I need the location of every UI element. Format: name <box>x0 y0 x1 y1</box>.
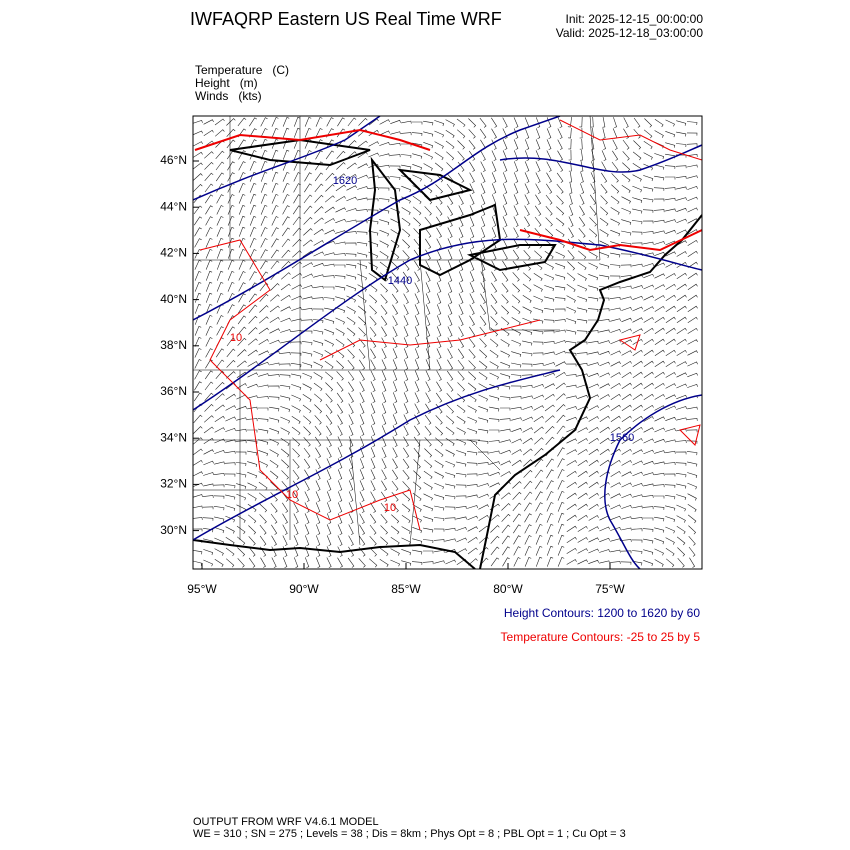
temperature-contour-label: 10 <box>286 489 298 501</box>
temperature-contour-info: Temperature Contours: -25 to 25 by 5 <box>501 630 701 644</box>
height-contours <box>193 116 702 569</box>
map-frame <box>192 115 703 570</box>
valid-time: Valid: 2025-12-18_03:00:00 <box>556 26 704 40</box>
x-tick-label: 90°W <box>289 582 319 596</box>
y-tick-label: 38°N <box>160 338 187 352</box>
wind-barbs <box>193 116 698 568</box>
y-tick-label: 34°N <box>160 430 187 444</box>
y-tick-label: 36°N <box>160 384 187 398</box>
height-contour-label: 1560 <box>610 432 634 444</box>
height-contour-info: Height Contours: 1200 to 1620 by 60 <box>504 606 700 620</box>
title: IWFAQRP Eastern US Real Time WRF <box>190 9 502 29</box>
map-area <box>193 116 702 569</box>
y-tick-label: 30°N <box>160 523 187 537</box>
y-tick-label: 32°N <box>160 477 187 491</box>
temperature-contours <box>194 119 702 531</box>
x-tick-label: 75°W <box>595 582 625 596</box>
init-time: Init: 2025-12-15_00:00:00 <box>566 12 704 26</box>
height-contour-label: 1440 <box>388 275 412 287</box>
y-tick-label: 46°N <box>160 153 187 167</box>
footer-line: WE = 310 ; SN = 275 ; Levels = 38 ; Dis … <box>193 828 626 840</box>
x-tick-label: 85°W <box>391 582 421 596</box>
footer-line: OUTPUT FROM WRF V4.6.1 MODEL <box>193 816 379 828</box>
x-tick-label: 95°W <box>187 582 217 596</box>
field-label: Height (m) <box>195 76 258 90</box>
y-tick-label: 40°N <box>160 292 187 306</box>
coastline <box>193 138 702 569</box>
field-label: Temperature (C) <box>195 63 289 77</box>
temperature-contour-label: 10 <box>384 502 396 514</box>
temperature-contour-label: 10 <box>230 332 242 344</box>
y-tick-label: 42°N <box>160 246 187 260</box>
y-tick-label: 44°N <box>160 199 187 213</box>
height-contour-label: 1620 <box>333 175 357 187</box>
x-tick-label: 80°W <box>493 582 523 596</box>
barb-field <box>193 116 698 568</box>
field-label: Winds (kts) <box>195 89 262 103</box>
state-lines <box>193 116 601 546</box>
